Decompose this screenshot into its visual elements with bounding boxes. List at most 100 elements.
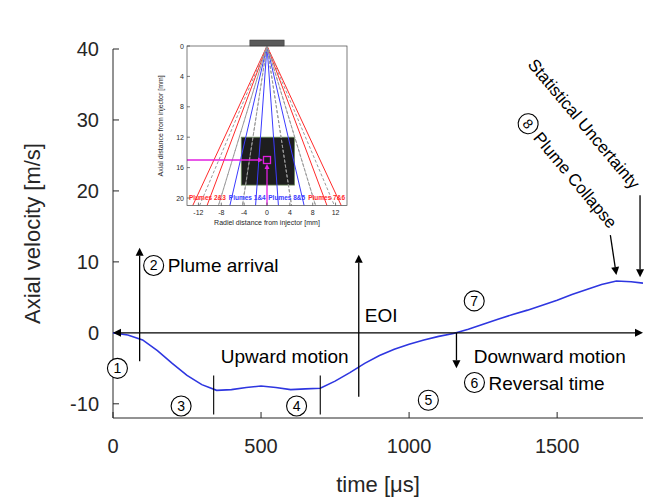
event-arrow-head — [355, 255, 363, 263]
motion-arrow-head — [635, 329, 643, 337]
inset-x-tick — [312, 203, 313, 206]
inset-y-tick-label: 4 — [180, 73, 184, 80]
plume-label: Plumes 7&6 — [308, 194, 345, 201]
motion-label: Upward motion — [221, 346, 349, 367]
spray-image — [241, 137, 294, 185]
inset-y-tick-label: 12 — [176, 134, 184, 141]
phase-marker: 3 — [171, 396, 191, 416]
injector — [250, 40, 284, 46]
plume-line — [200, 46, 335, 206]
phase-circle — [418, 390, 438, 410]
y-tick-label: 10 — [77, 251, 99, 273]
x-tick — [557, 412, 558, 418]
event-arrow — [355, 255, 363, 397]
y-tick — [113, 49, 119, 50]
event-arrow-shaft — [358, 263, 359, 397]
plume-label: Plumes 1&4 — [229, 194, 266, 201]
motion-arrow-shaft — [121, 332, 456, 333]
inset-y-axis-title: Axial distance from injector [mm] — [157, 75, 165, 176]
motion-arrow — [113, 329, 456, 337]
inset-x-tick-label: 8 — [311, 209, 315, 216]
phase-circle — [144, 255, 164, 275]
phase-number: 5 — [424, 392, 432, 408]
x-tick — [113, 412, 114, 418]
plume-line — [267, 46, 304, 206]
inset-x-tick — [267, 203, 268, 206]
inset-x-tick-label: -8 — [218, 209, 224, 216]
inset-x-tick — [335, 203, 336, 206]
event-arrow — [610, 235, 619, 275]
measurement-arrow-shaft — [187, 159, 258, 160]
inset-plot — [193, 46, 342, 206]
phase-number: 2 — [150, 257, 158, 273]
inset-x-axis-title: Radiel distance from injector [mm] — [214, 219, 320, 227]
phase-marker: 1 — [107, 358, 127, 378]
phase-circle — [464, 373, 484, 393]
inset-y-tick-label: 20 — [176, 195, 184, 202]
event-arrow-head — [452, 360, 460, 368]
inset-x-tick-label: 12 — [332, 209, 340, 216]
motion-arrow-shaft — [456, 332, 635, 333]
y-tick — [113, 261, 119, 262]
event-label: Statistical Uncertainty — [524, 55, 644, 193]
inset-y-tick-label: 0 — [180, 43, 184, 50]
inset-y-tick — [187, 167, 190, 168]
event-arrow-head — [636, 269, 644, 277]
x-tick — [409, 412, 410, 418]
inset-x-tick-label: 0 — [265, 209, 269, 216]
y-tick-label: 40 — [77, 38, 99, 60]
event-arrow-shaft — [456, 333, 457, 360]
event-label: Reversal time — [488, 373, 604, 394]
measurement-point — [264, 157, 271, 164]
inset-frame — [187, 46, 347, 206]
x-tick-label: 1000 — [387, 435, 432, 457]
inset-x-tick — [198, 203, 199, 206]
x-axis-line — [113, 418, 643, 419]
x-tick-label: 1500 — [535, 435, 580, 457]
y-tick-label: 30 — [77, 109, 99, 131]
phase-boundary — [213, 375, 214, 414]
measurement-arrow-head — [265, 164, 270, 169]
inset-y-tick — [187, 137, 190, 138]
inset-x-tick — [221, 203, 222, 206]
phase-number: 4 — [293, 398, 301, 414]
x-tick — [261, 412, 262, 418]
plume-line — [193, 46, 267, 206]
event-arrow-head — [136, 248, 144, 256]
phase-number: 8 — [519, 116, 536, 132]
inset: -12-8-404812048121620Radiel distance fro… — [148, 33, 354, 231]
phase-marker: 2 — [144, 255, 164, 275]
phase-number: 7 — [470, 293, 478, 309]
phase-number: 6 — [471, 375, 479, 391]
x-tick-label: 0 — [107, 435, 118, 457]
measurement-arrow — [187, 158, 263, 163]
y-tick — [113, 119, 119, 120]
phase-marker: 4 — [287, 396, 307, 416]
phase-boundary — [320, 375, 321, 414]
phase-circle — [287, 396, 307, 416]
inset-y-tick — [187, 46, 190, 47]
inset-y-tick-label: 8 — [180, 103, 184, 110]
motion-label: Downward motion — [474, 346, 626, 367]
y-tick-label: 0 — [88, 322, 99, 344]
plume-line — [230, 46, 267, 206]
inset-background — [148, 33, 354, 231]
x-axis-title: time [μs] — [336, 472, 420, 497]
measurement-arrow-head — [258, 158, 263, 163]
event-label: Plume arrival — [168, 255, 279, 276]
inset-y-tick — [187, 76, 190, 77]
event-arrow — [636, 195, 644, 277]
event-arrow-shaft — [610, 235, 615, 267]
x-tick-label: 500 — [244, 435, 277, 457]
y-tick-label: -10 — [70, 393, 99, 415]
motion-arrow — [456, 329, 643, 337]
event-arrow-shaft — [639, 195, 640, 269]
phase-marker: 6 — [464, 373, 484, 393]
phase-marker: 5 — [418, 390, 438, 410]
inset-x-tick — [244, 203, 245, 206]
inset-y-tick — [187, 106, 190, 107]
inset-x-tick-label: -12 — [193, 209, 203, 216]
event-arrow-shaft — [139, 256, 140, 362]
plume-line — [267, 46, 341, 206]
y-tick — [113, 403, 119, 404]
